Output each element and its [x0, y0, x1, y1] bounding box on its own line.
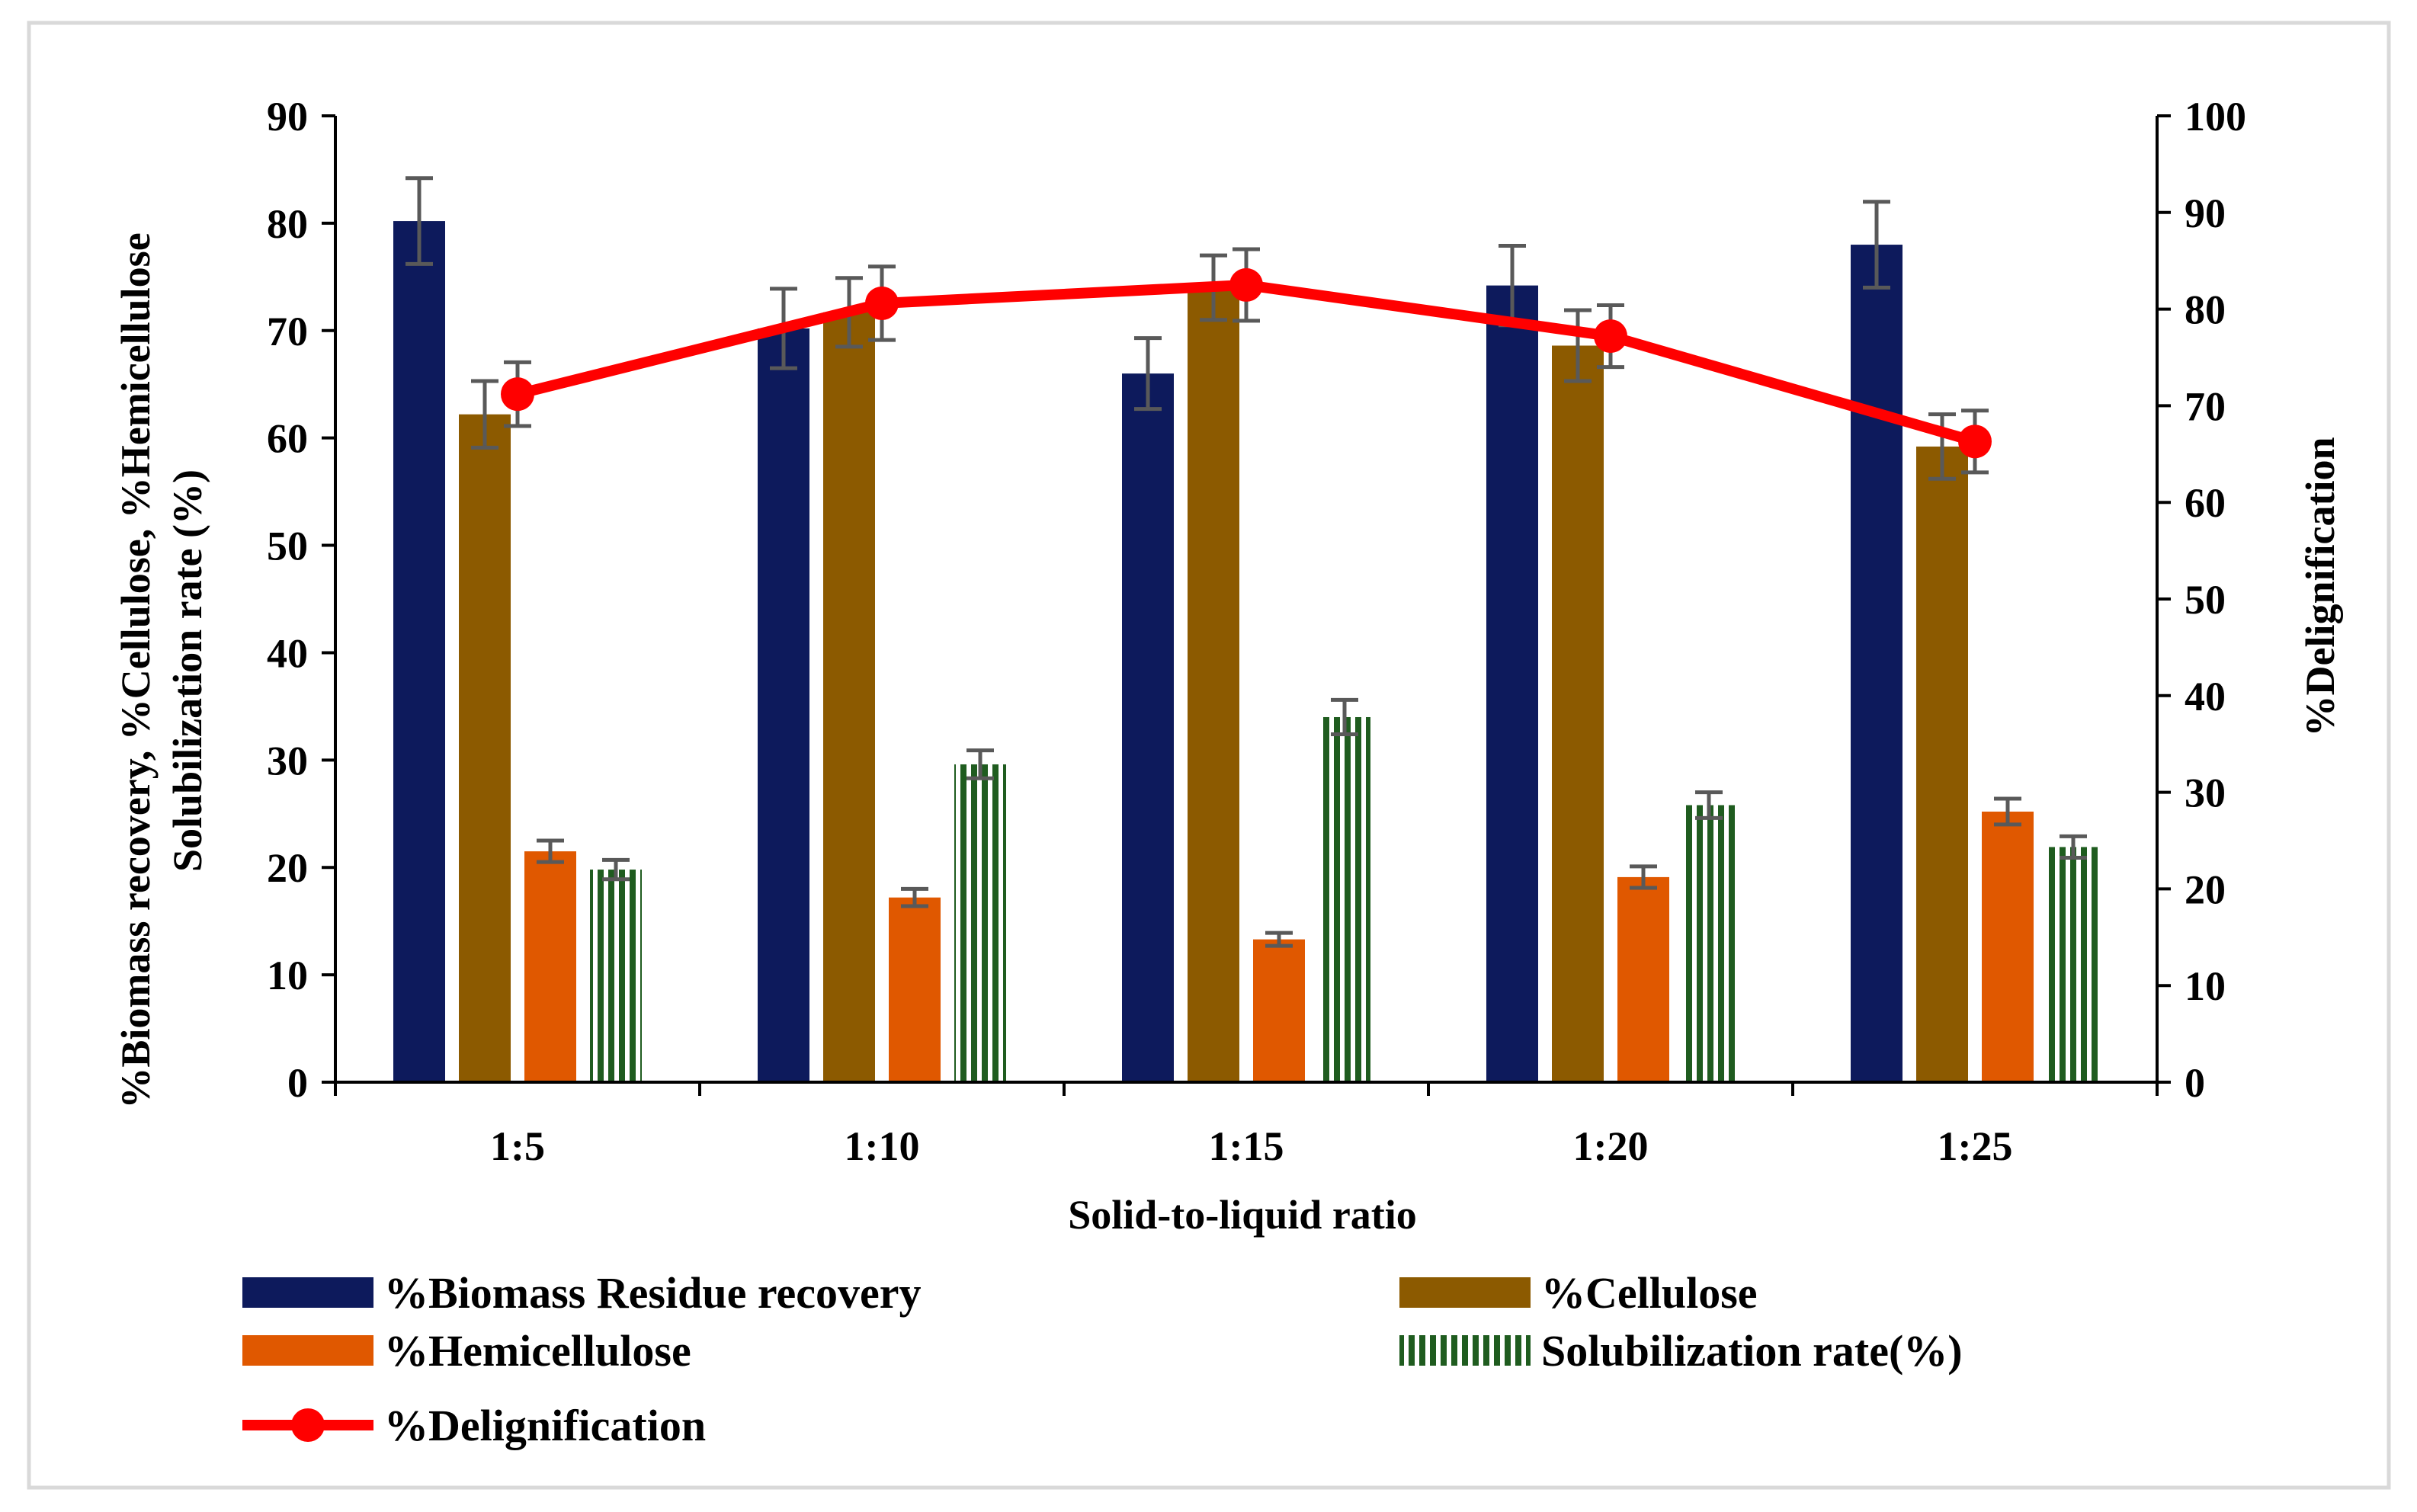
y-tick-label-10: 10 — [267, 953, 308, 998]
bar-s3-1-20 — [1683, 805, 1735, 1082]
legend-swatch-hemicellulose — [242, 1335, 373, 1366]
x-axis-title: Solid-to-liquid ratio — [1068, 1192, 1417, 1238]
x-tick-label-1-5: 1:5 — [490, 1123, 545, 1169]
bar-s1-1-20 — [1552, 345, 1604, 1083]
x-tick-label-1-10: 1:10 — [845, 1123, 920, 1169]
delignification-point-1-25 — [1958, 424, 1992, 459]
y-axis-title-line2: Solubilization rate (%) — [165, 469, 210, 872]
y2-axis-title: %Delignification — [2297, 437, 2343, 737]
bar-s0-1-5 — [393, 221, 445, 1083]
axes-layer: 0 10 20 30 40 50 60 70 80 90 0 10 20 30 40 50 60 70 80 90 10… — [267, 94, 2246, 1169]
error-bar-s2-c4 — [1994, 796, 2021, 827]
bar-s1-1-25 — [1916, 446, 1968, 1082]
y-tick-label-90: 90 — [267, 94, 308, 139]
bar-s0-1-20 — [1486, 285, 1538, 1082]
bar-s0-1-25 — [1851, 245, 1903, 1083]
legend-label-delignification: %Delignification — [384, 1401, 706, 1450]
y-tick-label-70: 70 — [267, 309, 308, 354]
error-bar-s0-c2 — [1134, 336, 1162, 412]
error-bar-s0-c0 — [406, 176, 433, 266]
legend-label-biomass: %Biomass Residue recovery — [384, 1268, 922, 1318]
y2-tick-label-10: 10 — [2185, 963, 2226, 1009]
legend-swatch-delignification-marker — [291, 1408, 325, 1442]
y-tick-label-20: 20 — [267, 845, 308, 891]
x-tick-label-1-25: 1:25 — [1938, 1123, 2013, 1169]
bar-s0-1-10 — [758, 328, 809, 1083]
x-tick-label-1-15: 1:15 — [1209, 1123, 1284, 1169]
bar-s3-1-25 — [2047, 847, 2099, 1082]
bar-s1-1-5 — [459, 414, 511, 1082]
legend-swatch-cellulose — [1399, 1277, 1531, 1308]
legend-label-hemicellulose: %Hemicellulose — [384, 1326, 691, 1376]
y2-tick-label-50: 50 — [2185, 577, 2226, 623]
bar-s3-1-15 — [1319, 716, 1370, 1082]
error-bar-s3-c3 — [1695, 790, 1723, 820]
legend-label-cellulose: %Cellulose — [1541, 1268, 1758, 1318]
bar-s1-1-10 — [823, 312, 875, 1082]
error-bar-s1-c0 — [471, 379, 498, 450]
bar-s2-1-15 — [1253, 939, 1305, 1082]
y-tick-label-30: 30 — [267, 738, 308, 783]
delignification-point-1-20 — [1594, 319, 1627, 354]
error-bar-s2-c3 — [1630, 864, 1657, 890]
error-bar-s2-c2 — [1265, 931, 1293, 948]
bar-s3-1-10 — [954, 764, 1006, 1082]
error-bar-s2-c1 — [901, 886, 928, 908]
y2-tick-label-30: 30 — [2185, 770, 2226, 816]
delignification-point-1-5 — [501, 377, 534, 412]
error-bar-s3-c0 — [602, 857, 630, 882]
bar-s1-1-15 — [1188, 287, 1239, 1082]
legend-swatch-biomass — [242, 1277, 373, 1308]
error-bar-s3-c4 — [2060, 834, 2087, 860]
y2-tick-label-40: 40 — [2185, 674, 2226, 719]
bar-s3-1-5 — [590, 870, 642, 1082]
error-bar-s3-c2 — [1331, 697, 1358, 737]
y2-tick-label-0: 0 — [2185, 1060, 2205, 1106]
bar-s2-1-25 — [1982, 811, 2034, 1082]
bars-layer — [393, 221, 2099, 1083]
y2-tick-label-70: 70 — [2185, 383, 2226, 429]
bar-s2-1-5 — [524, 851, 576, 1082]
y2-tick-label-100: 100 — [2185, 94, 2246, 139]
error-bars-layer — [406, 176, 2087, 948]
y-axis-title-line1: %Biomass recovery, %Cellulose, %Hemicell… — [113, 232, 159, 1108]
error-bar-s2-c0 — [537, 838, 564, 864]
y-tick-label-80: 80 — [267, 201, 308, 247]
error-bar-s1-c3 — [1564, 308, 1592, 383]
legend: %Biomass Residue recovery %Cellulose %He… — [242, 1268, 1963, 1450]
legend-swatch-solubilization — [1399, 1335, 1531, 1366]
delignification-line-layer — [501, 247, 1992, 475]
y-tick-label-0: 0 — [287, 1060, 308, 1106]
error-bar-s3-c1 — [966, 748, 994, 780]
y2-tick-label-60: 60 — [2185, 480, 2226, 526]
y2-tick-label-90: 90 — [2185, 191, 2226, 236]
y2-tick-label-20: 20 — [2185, 867, 2226, 912]
y-tick-label-50: 50 — [267, 524, 308, 569]
x-tick-label-1-20: 1:20 — [1573, 1123, 1649, 1169]
bar-s2-1-10 — [889, 897, 941, 1082]
bar-s0-1-15 — [1122, 373, 1174, 1083]
bar-s2-1-20 — [1617, 876, 1669, 1082]
delignification-point-1-10 — [865, 286, 899, 320]
legend-label-solubilization: Solubilization rate(%) — [1541, 1326, 1963, 1376]
y-tick-label-60: 60 — [267, 416, 308, 462]
y2-tick-label-80: 80 — [2185, 287, 2226, 333]
y-tick-label-40: 40 — [267, 630, 308, 676]
delignification-point-1-15 — [1229, 267, 1263, 302]
error-bar-s1-c4 — [1928, 412, 1956, 481]
error-bar-s0-c4 — [1863, 200, 1890, 290]
